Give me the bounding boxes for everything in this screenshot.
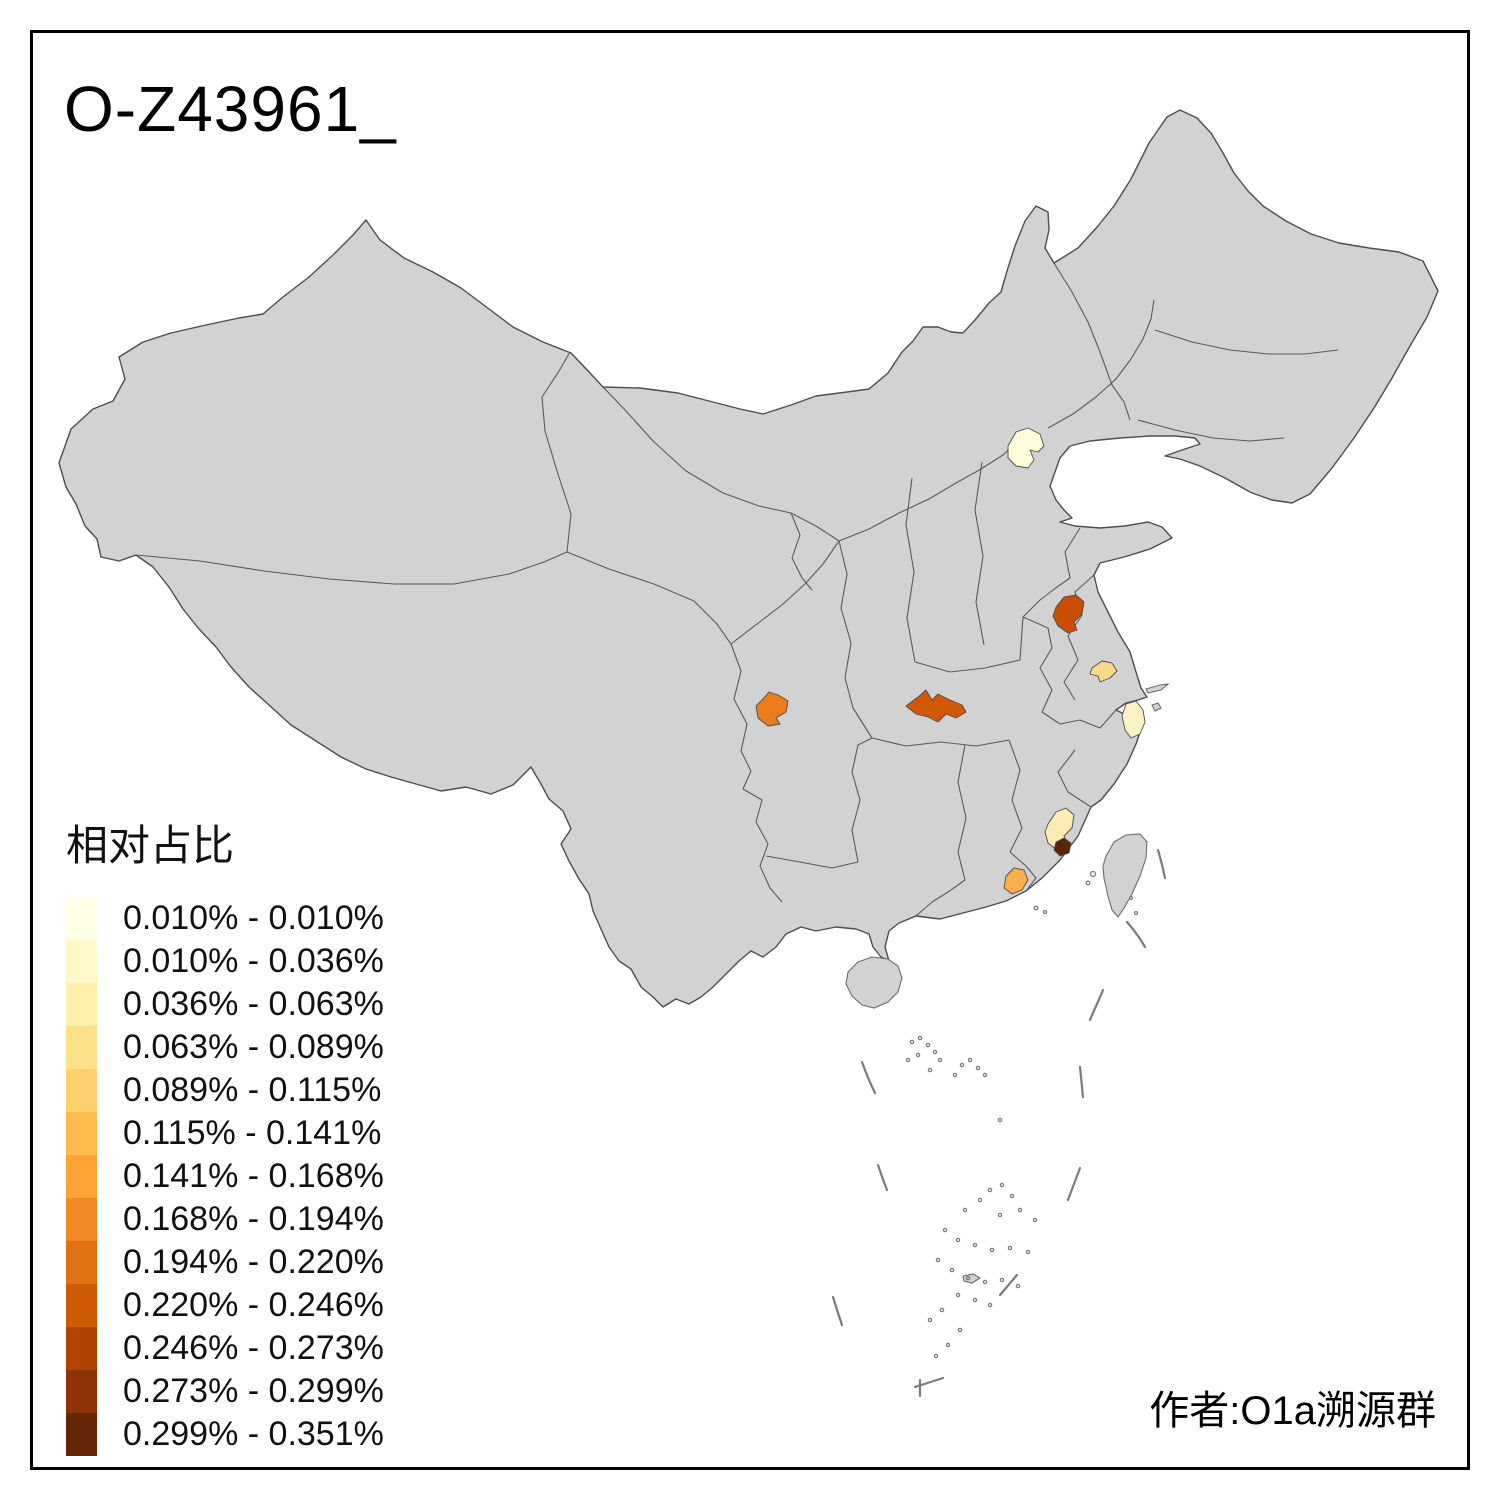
legend-label: 0.010% - 0.036% bbox=[123, 942, 384, 980]
highlighted-region bbox=[1003, 867, 1029, 895]
legend-item: 0.010% - 0.010% bbox=[66, 897, 384, 940]
legend-item: 0.273% - 0.299% bbox=[66, 1370, 384, 1413]
highlighted-region bbox=[1052, 594, 1085, 634]
highlighted-region bbox=[1053, 837, 1072, 857]
legend-label: 0.010% - 0.010% bbox=[123, 899, 384, 937]
legend-swatch bbox=[66, 1370, 97, 1413]
legend-swatch bbox=[66, 1112, 97, 1155]
legend-item: 0.299% - 0.351% bbox=[66, 1413, 384, 1456]
legend-item: 0.089% - 0.115% bbox=[66, 1069, 384, 1112]
legend-label: 0.299% - 0.351% bbox=[123, 1415, 384, 1453]
legend-swatch bbox=[66, 1413, 97, 1456]
highlighted-region bbox=[905, 689, 967, 723]
legend-label: 0.089% - 0.115% bbox=[123, 1071, 382, 1109]
legend-item: 0.220% - 0.246% bbox=[66, 1284, 384, 1327]
legend-label: 0.115% - 0.141% bbox=[123, 1114, 382, 1152]
legend-item: 0.010% - 0.036% bbox=[66, 940, 384, 983]
legend-label: 0.063% - 0.089% bbox=[123, 1028, 384, 1066]
legend-swatch bbox=[66, 1284, 97, 1327]
islands bbox=[845, 683, 1170, 1284]
highlighted-regions bbox=[755, 427, 1146, 895]
legend-item: 0.115% - 0.141% bbox=[66, 1112, 384, 1155]
legend-title: 相对占比 bbox=[66, 822, 235, 869]
legend-swatch bbox=[66, 1155, 97, 1198]
page-title: O-Z43961_ bbox=[64, 73, 397, 145]
legend-label: 0.220% - 0.246% bbox=[123, 1286, 384, 1324]
legend-swatch bbox=[66, 1026, 97, 1069]
taiwan-island bbox=[1102, 833, 1148, 918]
legend: 相对占比 0.010% - 0.010% 0.010% - 0.036% 0.0… bbox=[66, 812, 384, 1456]
legend-swatch bbox=[66, 1241, 97, 1284]
highlighted-region bbox=[1044, 807, 1075, 852]
legend-label: 0.273% - 0.299% bbox=[123, 1372, 384, 1410]
legend-item: 0.063% - 0.089% bbox=[66, 1026, 384, 1069]
legend-swatch bbox=[66, 897, 97, 940]
nine-dash-line bbox=[831, 848, 1167, 1398]
highlighted-region bbox=[1089, 660, 1118, 683]
south-sea-islets bbox=[905, 1035, 1038, 1359]
legend-label: 0.141% - 0.168% bbox=[123, 1157, 384, 1195]
legend-item: 0.246% - 0.273% bbox=[66, 1327, 384, 1370]
legend-swatch bbox=[66, 983, 97, 1026]
legend-label: 0.036% - 0.063% bbox=[123, 985, 384, 1023]
legend-swatch bbox=[66, 1069, 97, 1112]
author-attribution: 作者:O1a溯源群 bbox=[1149, 1389, 1436, 1433]
legend-item: 0.168% - 0.194% bbox=[66, 1198, 384, 1241]
legend-item: 0.194% - 0.220% bbox=[66, 1241, 384, 1284]
coastal-islet bbox=[1145, 683, 1170, 694]
figure-border bbox=[30, 30, 1470, 1470]
highlighted-region bbox=[1121, 700, 1146, 739]
hainan-island bbox=[845, 956, 903, 1009]
legend-swatch bbox=[66, 1198, 97, 1241]
highlighted-region bbox=[1007, 427, 1045, 469]
legend-label: 0.194% - 0.220% bbox=[123, 1243, 384, 1281]
coastal-islet bbox=[1151, 702, 1162, 712]
province-borders bbox=[135, 262, 1339, 917]
highlighted-region bbox=[755, 691, 789, 727]
legend-swatch bbox=[66, 940, 97, 983]
legend-swatch bbox=[66, 1327, 97, 1370]
legend-item: 0.036% - 0.063% bbox=[66, 983, 384, 1026]
legend-label: 0.246% - 0.273% bbox=[123, 1329, 384, 1367]
legend-label: 0.168% - 0.194% bbox=[123, 1200, 384, 1238]
legend-item: 0.141% - 0.168% bbox=[66, 1155, 384, 1198]
